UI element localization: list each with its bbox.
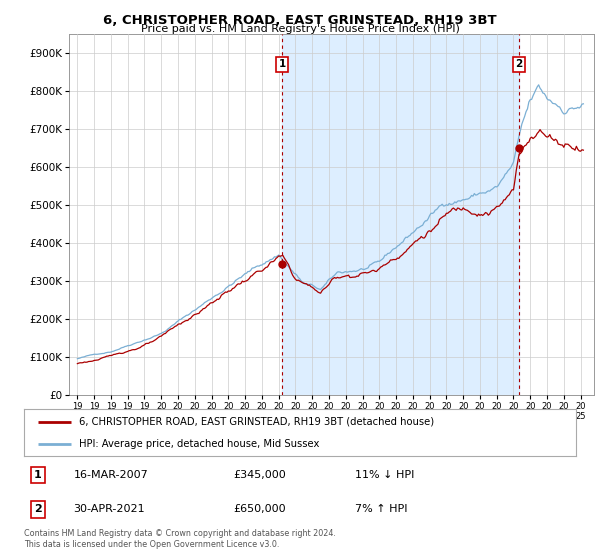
Text: 11% ↓ HPI: 11% ↓ HPI (355, 470, 415, 480)
Text: 1: 1 (278, 59, 286, 69)
Text: 1: 1 (34, 470, 41, 480)
Text: £650,000: £650,000 (234, 505, 286, 515)
Text: 7% ↑ HPI: 7% ↑ HPI (355, 505, 408, 515)
Text: Contains HM Land Registry data © Crown copyright and database right 2024.
This d: Contains HM Land Registry data © Crown c… (24, 529, 336, 549)
Bar (282, 34, 519, 395)
Text: Price paid vs. HM Land Registry's House Price Index (HPI): Price paid vs. HM Land Registry's House … (140, 24, 460, 34)
Text: 16-MAR-2007: 16-MAR-2007 (74, 470, 148, 480)
Text: 30-APR-2021: 30-APR-2021 (74, 505, 145, 515)
Text: 6, CHRISTOPHER ROAD, EAST GRINSTEAD, RH19 3BT: 6, CHRISTOPHER ROAD, EAST GRINSTEAD, RH1… (103, 14, 497, 27)
Text: 6, CHRISTOPHER ROAD, EAST GRINSTEAD, RH19 3BT (detached house): 6, CHRISTOPHER ROAD, EAST GRINSTEAD, RH1… (79, 417, 434, 427)
Text: 2: 2 (515, 59, 523, 69)
Text: HPI: Average price, detached house, Mid Sussex: HPI: Average price, detached house, Mid … (79, 438, 320, 449)
Text: 2: 2 (34, 505, 41, 515)
Text: £345,000: £345,000 (234, 470, 287, 480)
